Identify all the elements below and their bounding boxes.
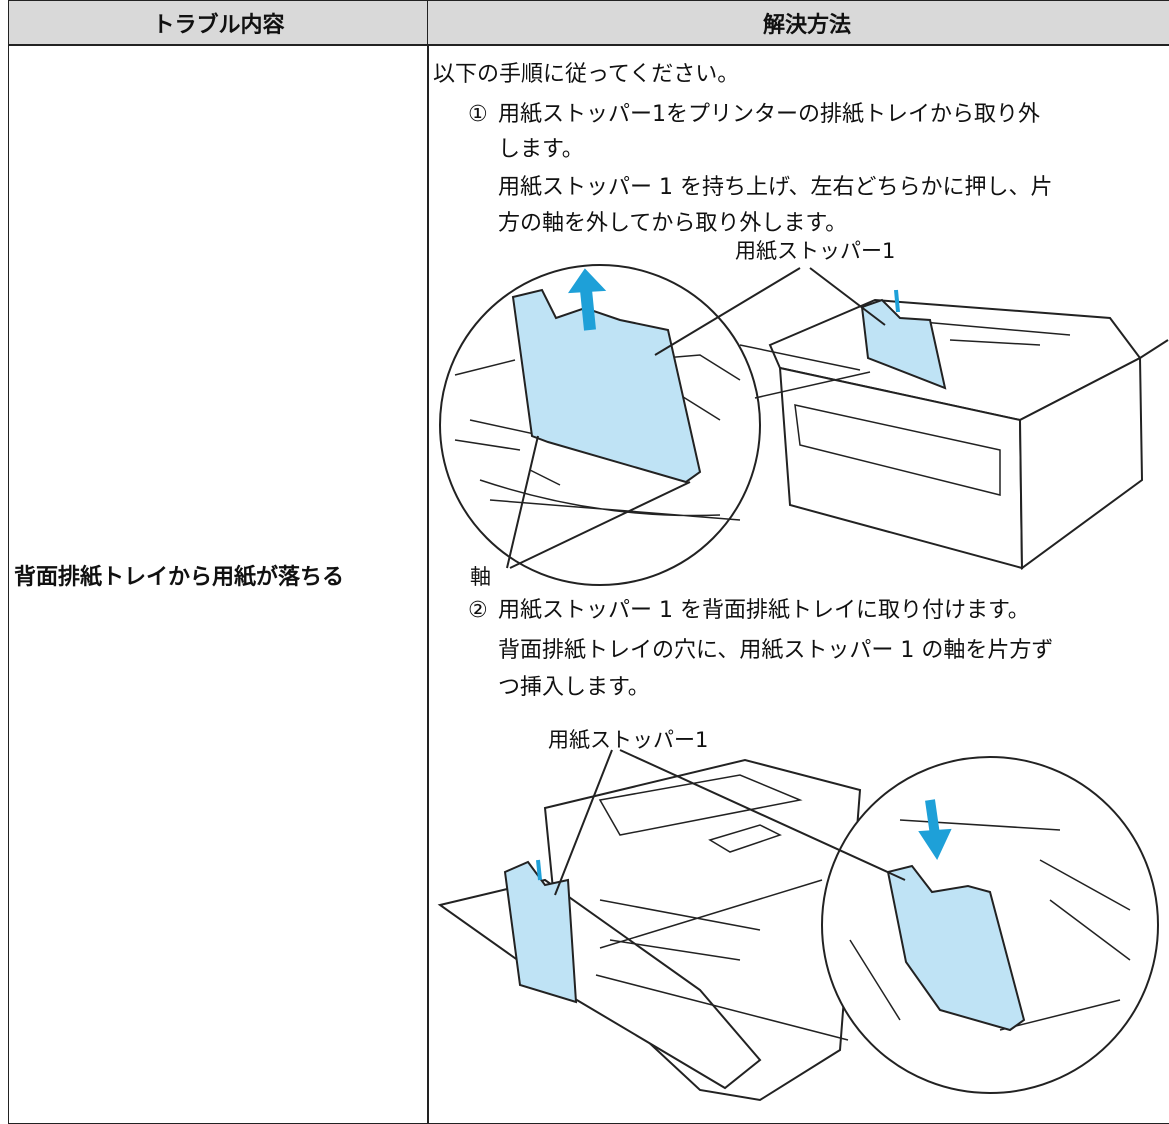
step-detail: 用紙ストッパー 1 を持ち上げ、左右どちらかに押し、片 (498, 175, 1053, 200)
problem-text: 背面排紙トレイから用紙が落ちる (14, 565, 345, 590)
figure-label: 用紙ストッパー1 (735, 239, 896, 263)
figure-label: 用紙ストッパー1 (548, 728, 709, 752)
step-detail: 方の軸を外してから取り外します。 (498, 211, 848, 236)
figure-remove (439, 264, 1169, 586)
step-line: 用紙ストッパー1をプリンターの排紙トレイから取り外 (498, 102, 1040, 127)
header-cell: トラブル内容 (8, 0, 429, 46)
step-line: 用紙ストッパー 1 を背面排紙トレイに取り付けます。 (498, 598, 1030, 623)
header-cell: 解決方法 (427, 0, 1169, 46)
figure-label: 軸 (470, 565, 491, 589)
step-detail: 背面排紙トレイの穴に、用紙ストッパー 1 の軸を片方ず (498, 638, 1054, 663)
header-text: 解決方法 (762, 13, 851, 38)
step-line: します。 (498, 137, 584, 162)
step-number: ① (468, 102, 488, 127)
step-number: ② (468, 598, 488, 623)
header-text: トラブル内容 (152, 13, 285, 38)
intro: 以下の手順に従ってください。 (433, 62, 740, 87)
step-detail: つ挿入します。 (498, 675, 650, 700)
figure-attach (437, 749, 1159, 1102)
